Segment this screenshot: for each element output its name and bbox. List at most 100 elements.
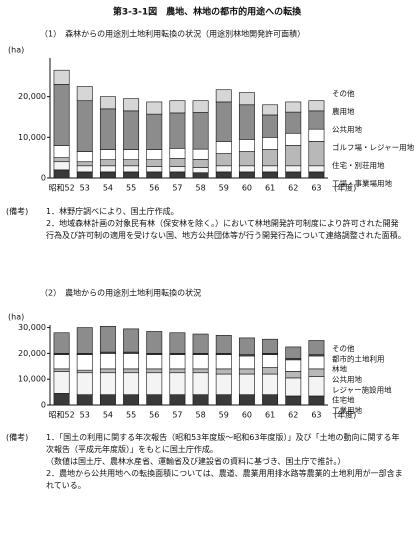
figure-title: 第3-3-1図 農地、林地の都市的用途への転換 — [113, 6, 302, 18]
x-tick-label: 53 — [80, 184, 90, 193]
bar-segment — [215, 368, 232, 375]
x-tick-label: 58 — [195, 184, 205, 193]
bar-segment — [53, 69, 70, 85]
bar-segment — [238, 151, 255, 167]
bar-segment — [238, 368, 255, 375]
bar-segment — [262, 137, 279, 150]
legend-label: その他 — [332, 343, 355, 353]
bar-segment — [146, 331, 163, 354]
bar-segment — [192, 172, 209, 179]
legend-label: 住宅地 — [332, 395, 355, 405]
bar-segment — [99, 394, 116, 406]
bar-segment — [53, 332, 70, 354]
bar-segment — [262, 373, 279, 395]
note: 2．農地から公共用地への転換面積については、農道、農業用用排水路等農業的土地利用… — [46, 469, 403, 490]
legend-label: ゴルフ場・レジャー用地 — [332, 142, 415, 152]
bar-segment — [192, 394, 209, 406]
x-tick-label: 57 — [172, 184, 182, 193]
x-tick-label: 61 — [265, 411, 275, 420]
bar-segment — [99, 149, 116, 160]
bar-segment — [215, 101, 232, 142]
bar-segment — [76, 372, 93, 395]
notes-body: 1．「国土の利用に関する年次報告（昭和53年度版～昭和63年度版）」及び「土地の… — [46, 432, 406, 492]
y-tick-label: 10,000 — [18, 133, 46, 142]
bar-segment — [285, 111, 302, 134]
bar-segment — [76, 354, 93, 371]
bar-segment — [53, 368, 70, 372]
bar-segment — [169, 368, 186, 374]
bar-segment — [285, 395, 302, 406]
bar-segment — [262, 171, 279, 179]
bar-segment — [123, 353, 140, 370]
bar-segment — [308, 376, 325, 397]
bar-segment — [169, 148, 186, 159]
x-axis-label: (年度) — [334, 410, 356, 420]
y-axis-label: (ha) — [8, 313, 24, 322]
bar-segment — [169, 171, 186, 179]
x-tick-label: 63 — [311, 184, 321, 193]
legend-label: 工業用地 — [332, 405, 362, 415]
bar-segment — [308, 128, 325, 142]
bar-segment — [169, 394, 186, 406]
bar-segment — [53, 393, 70, 406]
bar-segment — [215, 171, 232, 179]
x-tick-label: 56 — [149, 411, 159, 420]
bar-segment — [285, 165, 302, 173]
bar-segment — [99, 325, 116, 353]
bar-segment — [308, 110, 325, 130]
note: 1．林野庁調べにより、国土庁作成。 — [46, 207, 179, 216]
chart-heading: （2） 農地からの用途別土地利用転換の状況 — [40, 288, 201, 298]
bar-segment — [76, 161, 93, 167]
bar-segment — [99, 108, 116, 150]
bar-segment — [238, 373, 255, 395]
bar-segment — [76, 369, 93, 374]
bar-segment — [262, 338, 279, 354]
x-tick-label: 55 — [126, 184, 136, 193]
bar-segment — [169, 166, 186, 173]
bar-segment — [192, 368, 209, 374]
bar-segment — [99, 372, 116, 395]
bar-segment — [146, 171, 163, 179]
bar-segment — [53, 161, 70, 171]
notes: (備考) 1．「国土の利用に関する年次報告（昭和53年度版～昭和63年度版）」及び… — [6, 432, 406, 492]
bar-segment — [215, 354, 232, 370]
y-axis-label: (ha) — [8, 46, 24, 55]
bar-segment — [238, 171, 255, 179]
bar-segment — [123, 368, 140, 374]
bar-segment — [262, 394, 279, 406]
bar-segment — [308, 340, 325, 355]
x-tick-label: 61 — [265, 184, 275, 193]
x-tick-label: 昭和52 — [48, 184, 74, 193]
bar-segment — [146, 166, 163, 173]
x-tick-label: 63 — [311, 411, 321, 420]
x-tick-label: 53 — [80, 411, 90, 420]
bar-segment — [215, 373, 232, 395]
bar-segment — [146, 394, 163, 406]
bar-segment — [262, 354, 279, 368]
bar-segment — [76, 86, 93, 102]
bar-segment — [192, 354, 209, 370]
x-tick-label: 62 — [288, 411, 298, 420]
legend-label: 農用地 — [332, 106, 355, 116]
bar-segment — [262, 114, 279, 138]
bar-segment — [169, 158, 186, 167]
bar-segment — [76, 151, 93, 163]
bar-segment — [238, 165, 255, 173]
bar-segment — [215, 141, 232, 154]
bar-segment — [215, 165, 232, 173]
x-tick-label: 昭和52 — [48, 411, 74, 420]
bar-segment — [123, 149, 140, 160]
notes-body: 1．林野庁調べにより、国土庁作成。 2．地域森林計画の対象民有林（保安林を除く。）… — [46, 206, 406, 242]
bar-segment — [238, 104, 255, 140]
legend-label: 林地 — [332, 364, 347, 374]
bar-segment — [238, 394, 255, 406]
bar-segment — [99, 353, 116, 370]
bar-segment — [99, 368, 116, 374]
bar-segment — [215, 335, 232, 354]
x-axis-label: (年度) — [334, 183, 356, 193]
chart-heading: （1） 森林からの用途別土地利用転換の状況（用途別林地開発許可面積） — [40, 29, 305, 39]
bar-segment — [123, 110, 140, 150]
bar-segment — [146, 159, 163, 167]
